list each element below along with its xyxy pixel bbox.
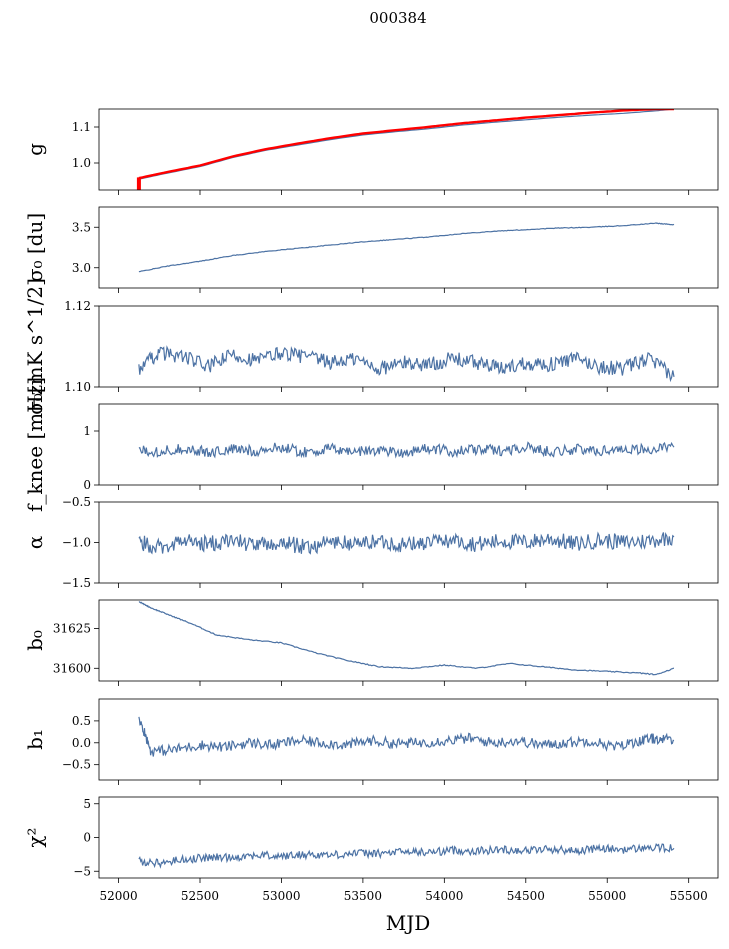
- figure-title: 000384: [369, 9, 426, 27]
- panel-sigma0_du: 3.0 3.5 σ₀ [du]: [23, 206, 719, 293]
- x-tick-label: 53000: [262, 889, 300, 903]
- y-axis-label-sigma0_mk: σ₀[mK s^1/2]: [23, 278, 47, 415]
- panel-frame-sigma0_mk: [98, 305, 719, 388]
- panel-b1: −0.5 0.0 0.5 b₁: [23, 698, 719, 785]
- x-tick-label: 52500: [181, 889, 219, 903]
- panel-frame-fknee: [98, 403, 719, 486]
- series-line-alpha-0: [138, 531, 675, 555]
- series-line-sigma0_du-0: [138, 222, 675, 273]
- y-tick-label-b1: 0.5: [72, 714, 91, 728]
- y-tick-label-chi2: 5: [83, 797, 91, 811]
- series-line-chi2-0: [138, 842, 675, 869]
- x-tick-label: 52000: [99, 889, 137, 903]
- series-line-g-0: [138, 109, 675, 180]
- y-tick-label-chi2: −5: [73, 864, 91, 878]
- panel-sigma0_mk: 1.10 1.12 σ₀[mK s^1/2]: [23, 278, 719, 415]
- y-tick-label-alpha: −0.5: [62, 495, 91, 509]
- panel-frame-g: [98, 108, 719, 191]
- x-axis: 52000 52500 53000 53500 54000 54500 55000 55500: [99, 889, 707, 903]
- y-tick-label-g: 1.0: [72, 156, 91, 170]
- x-tick-label: 54500: [507, 889, 545, 903]
- series-line-g-1: [138, 109, 674, 180]
- y-tick-label-sigma0_mk: 1.10: [64, 380, 91, 394]
- y-axis-label-alpha: α: [23, 536, 47, 550]
- panel-alpha: −1.5 −1.0 −0.5 α: [23, 495, 719, 590]
- panel-frame-chi2: [98, 796, 719, 879]
- y-tick-label-alpha: −1.0: [62, 536, 91, 550]
- y-axis-label-chi2: χ²: [23, 827, 47, 847]
- x-tick-label: 55500: [670, 889, 708, 903]
- y-tick-label-sigma0_du: 3.0: [72, 261, 91, 275]
- y-tick-label-alpha: −1.5: [62, 576, 91, 590]
- panel-chi2: −5 0 5 χ²: [23, 796, 719, 883]
- series-line-fknee-0: [138, 441, 675, 459]
- y-axis-label-g: g: [23, 143, 47, 156]
- g-start-marker: [136, 177, 141, 190]
- panel-fknee: 0 1 f_knee [mHz]: [23, 377, 719, 512]
- y-axis-label-sigma0_du: σ₀ [du]: [23, 213, 47, 282]
- y-axis-label-fknee: f_knee [mHz]: [23, 377, 47, 512]
- y-tick-label-sigma0_mk: 1.12: [64, 299, 91, 313]
- x-tick-label: 53500: [344, 889, 382, 903]
- y-tick-label-b1: −0.5: [62, 758, 91, 772]
- panel-frame-b1: [98, 698, 719, 781]
- panel-frame-b0: [98, 599, 719, 682]
- y-tick-label-fknee: 1: [83, 424, 91, 438]
- y-tick-label-sigma0_du: 3.5: [72, 220, 91, 234]
- x-tick-label: 55000: [588, 889, 626, 903]
- y-tick-label-g: 1.1: [72, 120, 91, 134]
- x-axis-label: MJD: [386, 911, 431, 935]
- y-axis-label-b0: b₀: [23, 630, 47, 651]
- panel-g: 1.0 1.1 g: [23, 108, 719, 195]
- y-tick-label-chi2: 0: [83, 831, 91, 845]
- series-line-sigma0_mk-0: [138, 345, 675, 383]
- y-tick-label-b1: 0.0: [72, 736, 91, 750]
- y-axis-label-b1: b₁: [23, 729, 47, 750]
- series-line-b0-0: [138, 601, 675, 676]
- series-line-b1-0: [138, 716, 675, 757]
- panel-b0: 31600 31625 b₀: [23, 599, 719, 686]
- y-tick-label-b0: 31625: [53, 622, 91, 636]
- y-tick-label-b0: 31600: [53, 661, 91, 675]
- panel-frame-sigma0_du: [98, 206, 719, 289]
- panels: 1.0 1.1 g 3.0 3.5 σ₀ [du] 1.10 1.12 σ₀[mK s^1/2]…: [23, 108, 719, 883]
- y-tick-label-fknee: 0: [83, 478, 91, 492]
- x-tick-label: 54000: [425, 889, 463, 903]
